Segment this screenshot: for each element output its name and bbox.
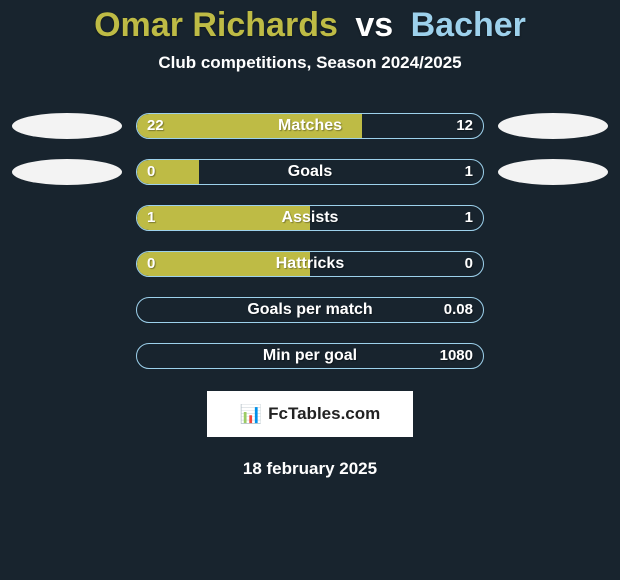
stat-row: Hattricks0 0 xyxy=(0,241,620,287)
stat-row: Goals0 1 xyxy=(0,149,620,195)
stat-label: Min per goal xyxy=(137,344,483,367)
stat-value-right: 0 xyxy=(465,252,473,275)
stat-bar: Hattricks0 0 xyxy=(136,251,484,277)
stat-row: Assists1 1 xyxy=(0,195,620,241)
stat-label: Hattricks xyxy=(137,252,483,275)
player1-badge xyxy=(12,113,122,139)
stat-bar: Min per goal1080 xyxy=(136,343,484,369)
page-title: Omar Richards vs Bacher xyxy=(0,6,620,45)
player1-badge xyxy=(12,159,122,185)
stat-value-left: 1 xyxy=(147,206,155,229)
stat-bar: Goals0 1 xyxy=(136,159,484,185)
title-player1: Omar Richards xyxy=(94,6,338,44)
stat-bar: Assists1 1 xyxy=(136,205,484,231)
stat-value-left: 0 xyxy=(147,252,155,275)
stat-rows: Matches2212Goals01Assists11Hattricks00Go… xyxy=(0,103,620,379)
stat-value-right: 1080 xyxy=(440,344,473,367)
stat-label: Matches xyxy=(137,114,483,137)
subtitle: Club competitions, Season 2024/2025 xyxy=(0,53,620,73)
stat-label: Goals per match xyxy=(137,298,483,321)
stat-value-right: 12 xyxy=(456,114,473,137)
logo-text: FcTables.com xyxy=(268,404,380,424)
player2-badge xyxy=(498,113,608,139)
stat-bar: Goals per match0.08 xyxy=(136,297,484,323)
logo-badge[interactable]: 📊 FcTables.com xyxy=(207,391,413,437)
player2-badge xyxy=(498,159,608,185)
title-vs: vs xyxy=(355,6,393,44)
stat-row: Min per goal1080 xyxy=(0,333,620,379)
stat-value-right: 1 xyxy=(465,160,473,183)
date-label: 18 february 2025 xyxy=(0,459,620,479)
stat-label: Goals xyxy=(137,160,483,183)
chart-icon: 📊 xyxy=(240,404,262,425)
stat-row: Goals per match0.08 xyxy=(0,287,620,333)
stat-bar: Matches22 12 xyxy=(136,113,484,139)
stat-label: Assists xyxy=(137,206,483,229)
stat-value-left: 22 xyxy=(147,114,164,137)
stat-value-right: 1 xyxy=(465,206,473,229)
stat-row: Matches22 12 xyxy=(0,103,620,149)
title-player2: Bacher xyxy=(411,6,526,44)
stat-value-right: 0.08 xyxy=(444,298,473,321)
stat-value-left: 0 xyxy=(147,160,155,183)
comparison-card: Omar Richards vs Bacher Club competition… xyxy=(0,0,620,479)
